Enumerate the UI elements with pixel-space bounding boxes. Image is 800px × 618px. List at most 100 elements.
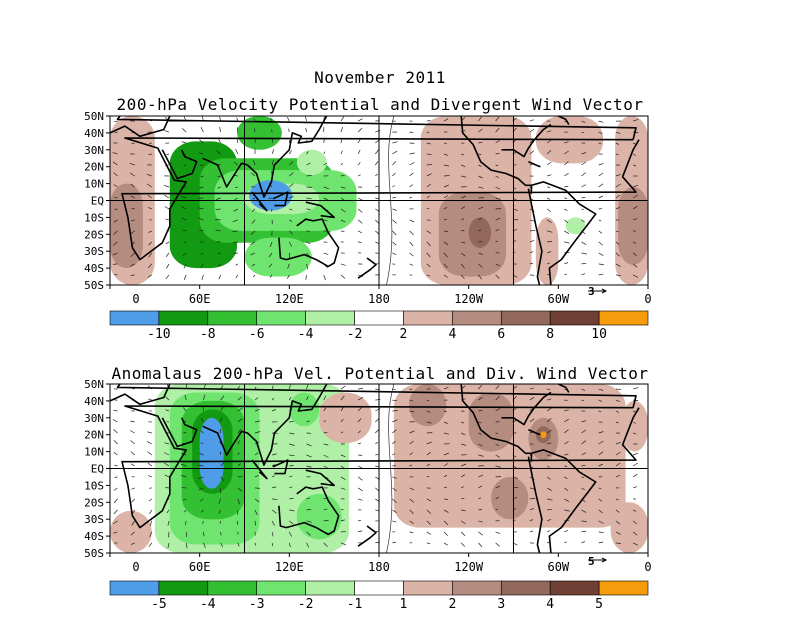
wind-vector-47 xyxy=(165,396,170,401)
wind-vector-317 xyxy=(478,396,483,401)
wind-vector-396 xyxy=(564,441,569,445)
wind-vector-420 xyxy=(581,541,586,544)
wind-vector-383 xyxy=(546,465,551,468)
wind-vector-172 xyxy=(306,454,312,458)
wind-vector-300 xyxy=(443,542,448,546)
wind-vector-417 xyxy=(581,509,587,513)
wind-vector-66 xyxy=(182,175,187,178)
wind-vector-120 xyxy=(237,542,240,547)
coastline-14 xyxy=(557,116,570,125)
wind-vector-46 xyxy=(166,384,170,390)
wind-vector-178 xyxy=(306,252,311,258)
wind-vector-9 xyxy=(114,208,118,210)
wind-vector-387 xyxy=(547,241,553,243)
wind-vector-232 xyxy=(375,185,379,188)
wind-vector-147 xyxy=(271,509,277,514)
wind-vector-61 xyxy=(183,116,187,122)
wind-vector-393 xyxy=(564,409,569,412)
wind-vector-204 xyxy=(340,476,346,480)
wind-vector-249 xyxy=(392,476,397,479)
wind-vector-6 xyxy=(113,439,118,445)
wind-vector-197 xyxy=(340,126,344,133)
colorbar-swatch xyxy=(305,310,355,326)
wind-vector-136 xyxy=(270,117,273,122)
wind-vector-313 xyxy=(460,252,466,257)
wind-vector-378 xyxy=(546,407,552,412)
wind-vector-299 xyxy=(443,263,448,269)
wind-vector-20 xyxy=(129,162,135,166)
wind-vector-266 xyxy=(409,230,414,235)
wind-vector-394 xyxy=(564,418,569,423)
wind-vector-233 xyxy=(375,465,380,468)
wind-vector-51 xyxy=(164,442,170,445)
wind-vector-325 xyxy=(478,485,483,489)
wind-vector-162 xyxy=(289,509,295,512)
wind-vector-93 xyxy=(220,406,224,412)
wind-vector-122 xyxy=(254,128,256,133)
wind-vector-195 xyxy=(323,542,328,547)
wind-vector-199 xyxy=(340,418,344,423)
wind-vector-435 xyxy=(598,541,604,544)
field-region-4 xyxy=(214,170,357,231)
wind-vector-160 xyxy=(289,219,293,222)
wind-vector-243 xyxy=(392,410,398,412)
wind-vector-308 xyxy=(461,463,467,467)
field-region-8 xyxy=(110,510,152,553)
wind-vector-200 xyxy=(340,431,344,434)
wind-vector-284 xyxy=(426,263,431,268)
wind-vector-219 xyxy=(357,208,363,213)
coastline-10 xyxy=(460,384,533,462)
x-tick-label: 0 xyxy=(644,292,651,306)
wind-vector-122 xyxy=(254,397,259,401)
wind-vector-98 xyxy=(220,462,225,467)
wind-vector-400 xyxy=(564,487,569,491)
wind-vector-137 xyxy=(271,397,275,401)
wind-vector-60 xyxy=(167,542,170,549)
wind-vector-453 xyxy=(632,142,638,146)
wind-vector-290 xyxy=(443,164,450,167)
ref-vector-2-label: 5 xyxy=(588,555,595,568)
wind-vector-198 xyxy=(340,138,343,144)
wind-vector-224 xyxy=(358,530,363,533)
wind-vector-405 xyxy=(564,541,567,544)
wind-vector-353 xyxy=(512,465,518,469)
coastline-10 xyxy=(460,116,533,194)
wind-vector-465 xyxy=(632,274,639,278)
wind-vector-289 xyxy=(443,153,449,156)
wind-vector-14 xyxy=(113,263,118,265)
field-region-3 xyxy=(237,116,282,150)
wind-vector-109 xyxy=(237,418,243,423)
wind-vector-69 xyxy=(181,206,187,210)
wind-vector-21 xyxy=(130,440,135,445)
colorbar-swatch xyxy=(109,580,160,596)
wind-vector-55 xyxy=(165,218,170,221)
wind-vector-438 xyxy=(615,142,620,145)
wind-vector-10 xyxy=(113,487,118,491)
wind-vector-278 xyxy=(426,463,431,467)
wind-vector-434 xyxy=(598,263,604,266)
x-tick-label: 60E xyxy=(189,292,211,306)
field-region-12 xyxy=(393,384,626,528)
wind-vector-127 xyxy=(254,452,259,456)
field-region-8 xyxy=(248,180,293,211)
y-tick-label: 10N xyxy=(84,178,104,191)
wind-vector-84 xyxy=(197,207,204,210)
wind-vector-374 xyxy=(529,262,533,265)
wind-vector-384 xyxy=(546,476,551,480)
wind-vector-186 xyxy=(323,443,329,446)
wind-vector-417 xyxy=(581,241,587,246)
wind-vector-94 xyxy=(216,150,221,155)
wind-vector-218 xyxy=(357,197,363,201)
wind-vector-267 xyxy=(409,241,414,247)
wind-vector-140 xyxy=(271,159,274,166)
wind-vector-49 xyxy=(166,153,170,156)
wind-vector-414 xyxy=(581,476,584,478)
wind-vector-114 xyxy=(233,208,238,212)
wind-vector-363 xyxy=(529,407,535,412)
wind-vector-123 xyxy=(254,409,260,412)
wind-vector-342 xyxy=(495,508,499,511)
wind-vector-192 xyxy=(323,508,328,511)
wind-vector-136 xyxy=(271,385,274,390)
wind-vector-385 xyxy=(546,487,552,491)
wind-vector-371 xyxy=(529,498,536,500)
